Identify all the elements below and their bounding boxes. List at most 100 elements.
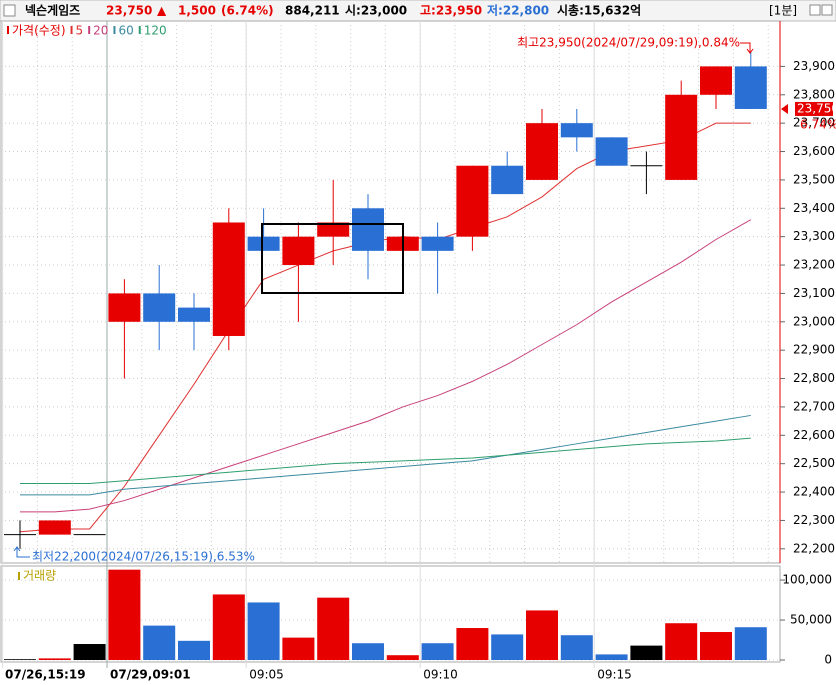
price-tag-change: 6.74% bbox=[800, 117, 836, 131]
volume-bar bbox=[38, 658, 71, 660]
volume-bar bbox=[143, 625, 176, 660]
volume-bar bbox=[421, 643, 454, 660]
high-note: 최고23,950(2024/07/29,09:19),0.84% bbox=[517, 36, 740, 50]
body bbox=[212, 222, 245, 336]
price: 23,750 bbox=[106, 4, 152, 18]
volume-bar bbox=[456, 628, 489, 660]
volume-bar bbox=[247, 602, 280, 660]
price-tag bbox=[795, 101, 833, 116]
y-tick-label: 22,800 bbox=[793, 371, 835, 385]
body bbox=[247, 236, 280, 251]
legend-label: 거래량 bbox=[23, 569, 56, 583]
y-tick-label: 23,700 bbox=[793, 116, 835, 130]
body bbox=[38, 520, 71, 535]
ma-line bbox=[19, 122, 751, 533]
volume-bar bbox=[73, 644, 106, 660]
volume-bar bbox=[526, 610, 558, 660]
body bbox=[665, 94, 698, 180]
legend-swatch bbox=[88, 26, 91, 34]
y-tick-label: 22,500 bbox=[793, 456, 835, 470]
body bbox=[317, 222, 350, 237]
volume-bar bbox=[178, 640, 210, 660]
legend-label: 가격(수정) bbox=[12, 24, 66, 38]
volume-bar bbox=[212, 594, 245, 660]
body bbox=[526, 123, 558, 180]
price-tag-label: 23,750 bbox=[797, 101, 836, 115]
y-tick-label: 23,900 bbox=[793, 59, 835, 73]
body bbox=[595, 137, 628, 166]
stock-name: 넥슨게임즈 bbox=[25, 4, 80, 18]
body bbox=[456, 165, 489, 237]
volume-bar bbox=[734, 627, 767, 660]
y-tick-label: 23,300 bbox=[793, 229, 835, 243]
volume-bar bbox=[386, 655, 419, 660]
interval[interactable]: [1분] bbox=[769, 4, 797, 18]
rate: (6.74%) bbox=[221, 4, 274, 18]
low: 저:22,800 bbox=[487, 3, 549, 18]
y-tick-label: 50,000 bbox=[790, 613, 832, 627]
volume-bar bbox=[630, 645, 663, 660]
volume-bar bbox=[352, 643, 384, 660]
y-tick-label: 22,600 bbox=[793, 428, 835, 442]
body bbox=[734, 66, 767, 109]
y-tick-label: 23,400 bbox=[793, 201, 835, 215]
x-tick-label: 09:15 bbox=[597, 668, 632, 682]
body bbox=[178, 307, 210, 322]
low-note: 최저22,200(2024/07/26,15:19),6.53% bbox=[32, 550, 255, 564]
x-tick-label: 09:05 bbox=[249, 668, 284, 682]
volume-bar bbox=[595, 654, 628, 660]
y-tick-label: 22,700 bbox=[793, 399, 835, 413]
checkbox[interactable] bbox=[3, 4, 16, 17]
y-tick-label: 22,200 bbox=[793, 541, 835, 555]
x-tick-label: 07/26,15:19 bbox=[5, 668, 86, 682]
y-tick-label: 23,100 bbox=[793, 286, 835, 300]
minimize[interactable] bbox=[809, 4, 821, 16]
volume-bar bbox=[665, 623, 698, 660]
body bbox=[421, 236, 454, 251]
highlight-box bbox=[261, 223, 404, 294]
volume-bar bbox=[560, 635, 593, 660]
x-tick-label: 09:10 bbox=[423, 668, 458, 682]
body bbox=[282, 236, 315, 266]
low-arrow bbox=[13, 546, 30, 558]
volume-bar bbox=[317, 597, 350, 660]
volume-bar bbox=[4, 659, 36, 660]
y-tick-label: 100,000 bbox=[782, 573, 832, 587]
legend-swatch bbox=[70, 26, 73, 34]
ma-line bbox=[20, 437, 751, 485]
x-tick-label: 07/29,09:01 bbox=[110, 668, 191, 682]
body bbox=[143, 293, 176, 322]
legend-label: 60 bbox=[118, 24, 133, 38]
volume-panel bbox=[0, 565, 781, 663]
body bbox=[560, 123, 593, 138]
open: 시:23,000 bbox=[345, 4, 407, 18]
legend-swatch bbox=[18, 572, 20, 580]
y-tick-label: 23,600 bbox=[793, 144, 835, 158]
ma-line bbox=[20, 219, 752, 513]
y-tick-label: 22,900 bbox=[793, 343, 835, 357]
close[interactable] bbox=[821, 4, 833, 16]
volume-bar bbox=[282, 637, 315, 660]
y-tick-label: 23,500 bbox=[793, 172, 835, 186]
market-cap: 시총:15,632억 bbox=[557, 3, 641, 18]
y-tick-label: 22,300 bbox=[793, 513, 835, 527]
legend-label: 20 bbox=[93, 24, 108, 38]
volume: 884,211 bbox=[285, 4, 340, 18]
legend-swatch bbox=[7, 26, 9, 34]
body bbox=[108, 293, 141, 322]
change: 1,500 bbox=[178, 4, 216, 18]
y-tick-label: 23,200 bbox=[793, 258, 835, 272]
body bbox=[491, 165, 524, 195]
y-tick-label: 22,400 bbox=[793, 485, 835, 499]
arrow: ▲ bbox=[157, 4, 167, 18]
volume-bar bbox=[108, 569, 141, 660]
legend-swatch bbox=[113, 26, 116, 34]
legend-swatch bbox=[138, 26, 141, 34]
volume-bar bbox=[491, 634, 524, 660]
y-tick-label: 0 bbox=[824, 653, 832, 667]
y-tick-label: 23,000 bbox=[793, 314, 835, 328]
body bbox=[700, 66, 732, 95]
volume-bar bbox=[700, 632, 732, 660]
legend-label: 5 bbox=[76, 24, 84, 38]
